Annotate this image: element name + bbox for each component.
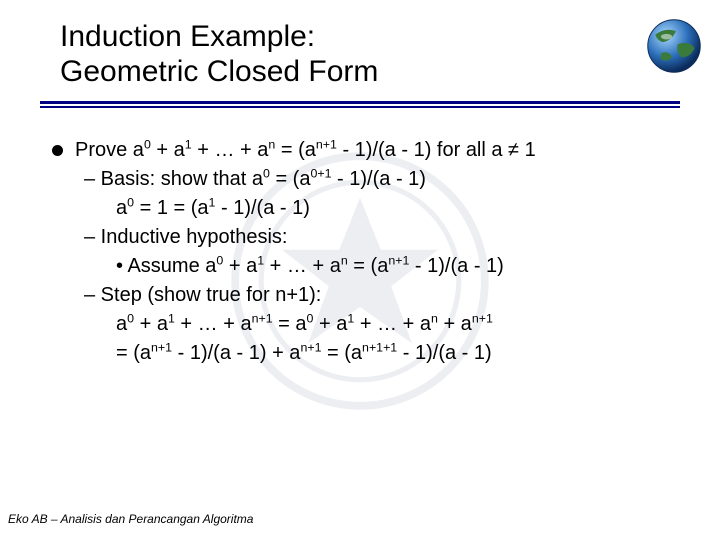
step-line-2: = (an+1 - 1)/(a - 1) + an+1 = (an+1+1 - … [116, 339, 680, 368]
basis-line-2: a0 = 1 = (a1 - 1)/(a - 1) [116, 194, 680, 223]
step-line-1: a0 + a1 + … + an+1 = a0 + a1 + … + an + … [116, 310, 680, 339]
main-bullet: Prove a0 + a1 + … + an = (an+1 - 1)/(a -… [52, 136, 680, 165]
hyp-label-text: – Inductive hypothesis: [84, 226, 287, 248]
inductive-hypothesis-assume: • Assume a0 + a1 + … + an = (an+1 - 1)/(… [116, 252, 680, 281]
slide: Induction Example: Geometric Closed Form… [0, 0, 720, 540]
footer-text: Eko AB – Analisis dan Perancangan Algori… [8, 512, 253, 526]
main-bullet-text: Prove a0 + a1 + … + an = (an+1 - 1)/(a -… [75, 136, 536, 165]
title-divider [40, 101, 680, 108]
title-line-1: Induction Example: [60, 20, 315, 53]
bullet-dot-icon [52, 145, 63, 156]
content-body: Prove a0 + a1 + … + an = (an+1 - 1)/(a -… [52, 136, 680, 368]
basis-line-1: – Basis: show that a0 = (a0+1 - 1)/(a - … [84, 165, 680, 194]
slide-title: Induction Example: Geometric Closed Form [60, 20, 680, 89]
globe-icon [644, 16, 704, 76]
step-label: – Step (show true for n+1): [84, 281, 680, 310]
inductive-hypothesis-label: – Inductive hypothesis: [84, 223, 680, 252]
title-line-2: Geometric Closed Form [60, 55, 378, 88]
step-label-text: – Step (show true for n+1): [84, 284, 321, 306]
